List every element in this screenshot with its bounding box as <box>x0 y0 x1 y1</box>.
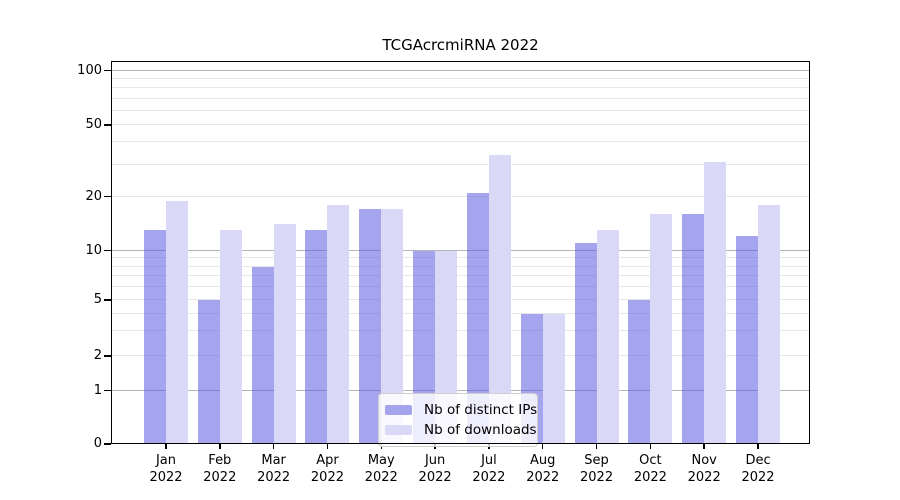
x-tick-mark <box>703 444 705 449</box>
bar-distinct-ips-nov <box>682 213 705 444</box>
minor-gridline <box>111 257 810 259</box>
bar-downloads-oct <box>650 213 673 444</box>
minor-gridline <box>111 141 810 143</box>
minor-gridline <box>111 109 810 111</box>
x-tick-mark <box>165 444 167 449</box>
legend-entry-downloads: Nb of downloads <box>385 420 537 440</box>
x-tick-mark <box>757 444 759 449</box>
y-tick-mark <box>104 124 111 126</box>
bar-distinct-ips-feb <box>197 300 220 444</box>
y-tick-label: 0 <box>93 436 102 451</box>
y-tick-mark <box>104 389 111 392</box>
x-tick-mark <box>649 444 652 449</box>
bar-distinct-ips-apr <box>305 230 328 444</box>
y-tick-label: 100 <box>77 62 102 78</box>
legend-swatch-distinct-ips <box>385 405 412 415</box>
chart-title: TCGAcrcmiRNA 2022 <box>382 36 539 54</box>
x-tick-mark <box>272 444 275 449</box>
x-tick-label-jun: Jun 2022 <box>418 453 452 485</box>
y-tick-label: 5 <box>93 291 102 307</box>
y-tick-mark <box>104 249 111 252</box>
x-tick-label-may: May 2022 <box>364 453 398 485</box>
bar-downloads-jul <box>488 155 511 444</box>
bar-distinct-ips-jul <box>466 192 489 444</box>
y-tick-mark <box>104 69 111 72</box>
minor-gridline <box>111 195 810 197</box>
bar-distinct-ips-jan <box>144 230 166 444</box>
minor-gridline <box>111 97 810 99</box>
legend: Nb of distinct IPs Nb of downloads <box>378 393 538 447</box>
legend-label-downloads: Nb of downloads <box>424 422 537 438</box>
bar-downloads-sep <box>596 230 619 444</box>
y-tick-label: 10 <box>85 242 102 258</box>
bar-distinct-ips-dec <box>736 236 759 444</box>
minor-gridline <box>111 312 810 314</box>
bar-distinct-ips-sep <box>574 243 597 444</box>
major-gridline <box>111 249 810 251</box>
x-tick-label-feb: Feb 2022 <box>203 453 237 485</box>
x-tick-label-jul: Jul 2022 <box>472 453 506 485</box>
bar-downloads-apr <box>327 204 350 444</box>
y-tick-mark <box>104 195 111 198</box>
x-tick-label-apr: Apr 2022 <box>310 453 344 485</box>
x-tick-label-jan: Jan 2022 <box>149 453 183 485</box>
x-tick-label-nov: Nov 2022 <box>687 453 721 485</box>
bar-downloads-aug <box>542 313 565 444</box>
y-tick-label: 50 <box>85 116 102 132</box>
major-gridline <box>111 69 810 71</box>
x-tick-label-oct: Oct 2022 <box>633 453 667 485</box>
x-tick-mark <box>326 444 329 449</box>
y-tick-label: 1 <box>93 382 102 398</box>
bar-distinct-ips-may <box>359 209 382 444</box>
legend-label-distinct-ips: Nb of distinct IPs <box>424 402 538 418</box>
bar-distinct-ips-mar <box>251 266 274 444</box>
y-tick-label: 2 <box>93 347 102 363</box>
bar-downloads-nov <box>704 162 727 444</box>
minor-gridline <box>111 163 810 165</box>
minor-gridline <box>111 286 810 288</box>
x-tick-mark <box>541 444 544 449</box>
minor-gridline <box>111 77 810 79</box>
legend-swatch-downloads <box>385 425 412 435</box>
bar-downloads-dec <box>758 204 781 444</box>
y-tick-mark <box>104 355 111 357</box>
minor-gridline <box>111 275 810 277</box>
minor-gridline <box>111 299 810 300</box>
major-gridline <box>111 389 810 391</box>
x-tick-mark <box>219 444 221 449</box>
plot-area: Nb of distinct IPs Nb of downloads <box>111 61 810 447</box>
bar-downloads-may <box>381 209 404 444</box>
minor-gridline <box>111 87 810 89</box>
bar-downloads-feb <box>219 230 242 444</box>
x-tick-mark <box>595 444 598 449</box>
minor-gridline <box>111 265 810 267</box>
minor-gridline <box>111 330 810 332</box>
bar-downloads-jan <box>166 200 188 444</box>
legend-entry-distinct-ips: Nb of distinct IPs <box>385 400 537 420</box>
x-tick-label-aug: Aug 2022 <box>526 453 560 485</box>
x-tick-label-mar: Mar 2022 <box>257 453 291 485</box>
bar-downloads-mar <box>273 224 296 444</box>
y-tick-mark <box>104 443 111 445</box>
x-tick-label-sep: Sep 2022 <box>580 453 614 485</box>
x-tick-label-dec: Dec 2022 <box>741 453 775 485</box>
y-tick-mark <box>104 299 111 301</box>
y-tick-label: 20 <box>85 188 102 204</box>
minor-gridline <box>111 355 810 356</box>
bar-distinct-ips-oct <box>628 300 651 444</box>
minor-gridline <box>111 124 810 125</box>
